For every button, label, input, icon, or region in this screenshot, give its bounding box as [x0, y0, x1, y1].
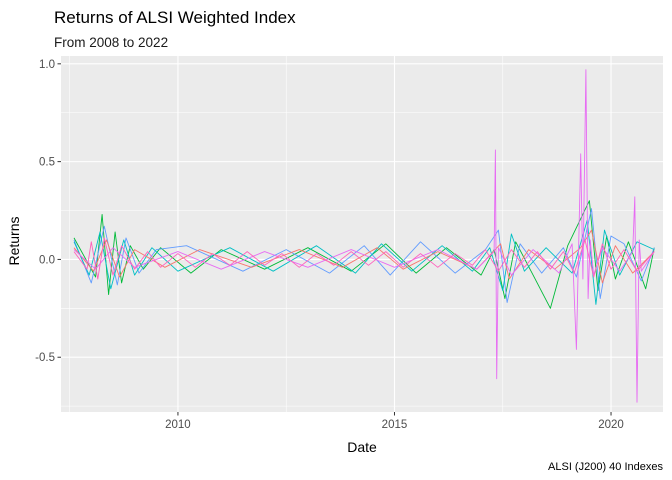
y-tick-label: -0.5: [35, 352, 55, 364]
series-line-5: [73, 69, 655, 403]
x-axis-title: Date: [347, 439, 377, 455]
chart-title: Returns of ALSI Weighted Index: [54, 8, 296, 27]
y-tick-label: 1.0: [39, 59, 55, 71]
plot-panel: [61, 56, 663, 412]
axis-ticks: 2010 2015 2020 -0.5 0.0 0.5 1.0: [35, 59, 624, 431]
chart-subtitle: From 2008 to 2022: [54, 35, 168, 50]
series-line-1: [73, 200, 655, 309]
x-tick-label: 2020: [598, 419, 624, 431]
grid-lines: [61, 56, 663, 412]
y-tick-label: 0.5: [39, 157, 55, 169]
chart-caption: ALSI (J200) 40 Indexes: [548, 461, 663, 473]
series-layer: [73, 69, 655, 403]
series-line-2: [73, 208, 655, 303]
series-line-4: [73, 229, 655, 284]
x-tick-label: 2015: [382, 419, 408, 431]
x-tick-label: 2010: [165, 419, 191, 431]
series-line-6: [73, 237, 655, 280]
y-tick-label: 0.0: [39, 254, 55, 266]
y-axis-title: Returns: [6, 216, 22, 265]
